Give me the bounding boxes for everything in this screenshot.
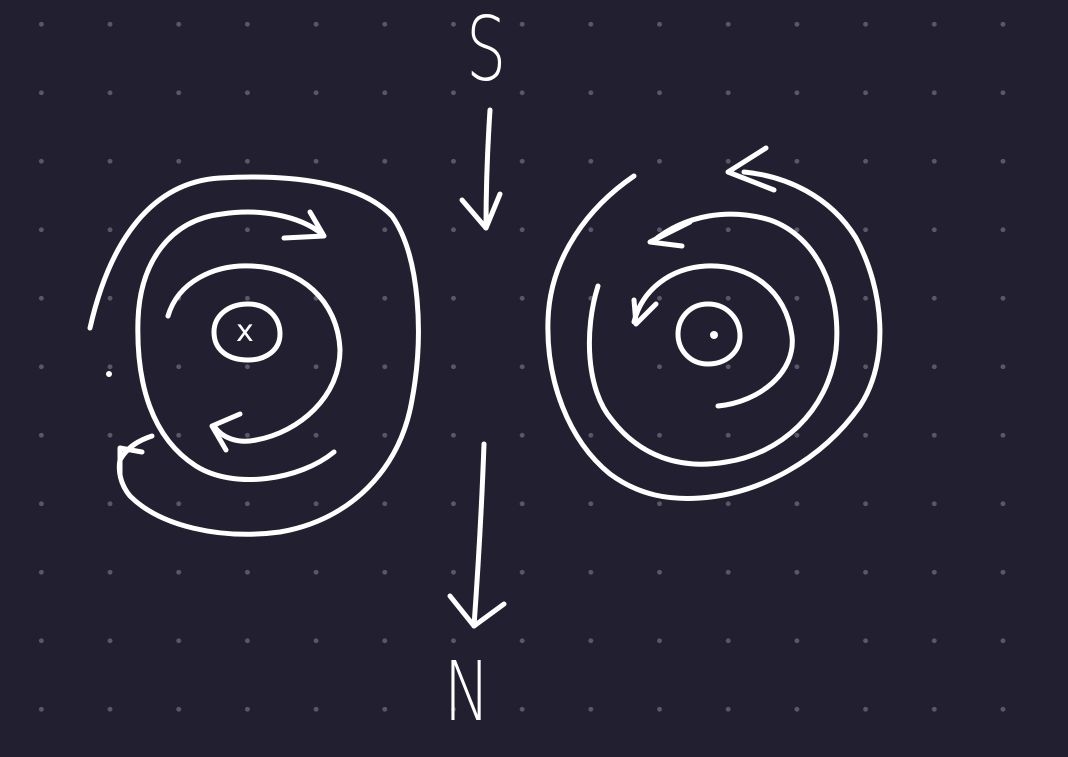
pole-label-s: S	[466, 0, 507, 101]
right-middle-arrowhead	[647, 219, 693, 249]
right-inner-ring	[631, 263, 795, 409]
right-middle-ring	[586, 211, 840, 467]
top-arrow-shaft	[483, 107, 493, 231]
right-conductor-circle	[675, 301, 743, 367]
bottom-down-arrow	[447, 441, 507, 629]
left-middle-arrowhead	[281, 209, 327, 241]
right-inner-arrowhead	[631, 297, 659, 327]
bottom-arrow-head	[447, 593, 507, 629]
left-inner-ring	[165, 263, 343, 444]
top-arrow-head	[459, 191, 503, 231]
pole-label-n: N	[444, 645, 491, 740]
left-conductor	[87, 174, 421, 537]
left-outer-arrowhead	[117, 445, 145, 477]
current-into-page-mark: x	[236, 314, 254, 349]
right-conductor-dot	[710, 331, 718, 339]
left-inner-arrowhead	[209, 411, 243, 453]
stray-ink-dot	[106, 371, 112, 377]
top-down-arrow	[459, 107, 503, 231]
left-middle-ring	[135, 209, 337, 483]
right-conductor	[545, 145, 883, 501]
right-outer-ring	[545, 169, 883, 501]
bottom-arrow-shaft	[471, 441, 487, 629]
left-outer-ring	[87, 174, 421, 537]
ink-group	[87, 107, 883, 629]
right-outer-arrowhead	[725, 145, 777, 193]
left-conductor-circle	[211, 301, 283, 363]
